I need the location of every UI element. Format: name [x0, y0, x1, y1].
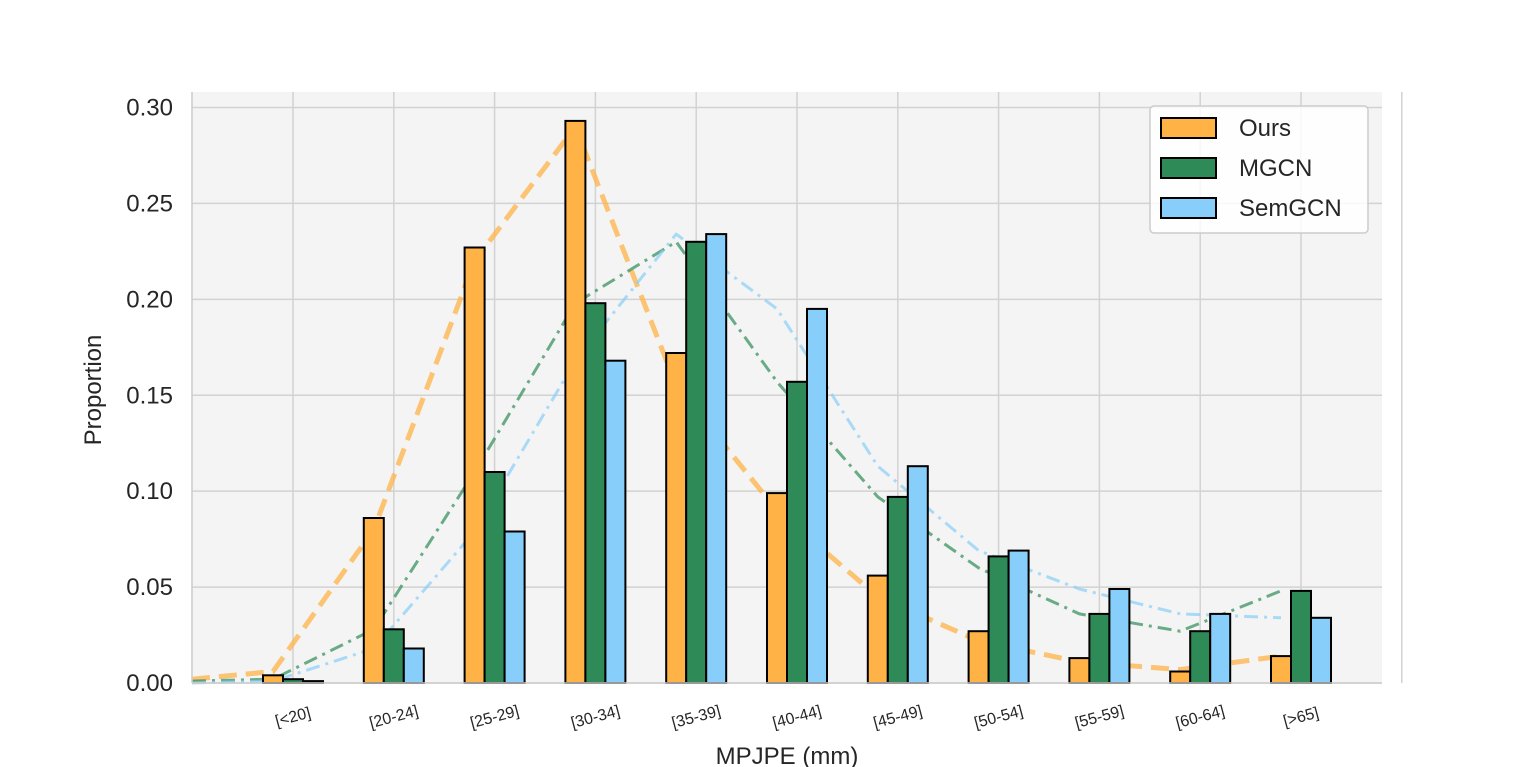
bar-mgcn-3	[584, 302, 607, 684]
y-tick-label: 0.25	[126, 190, 173, 217]
x-tick-label: [55-59]	[1073, 703, 1126, 732]
bar-semgcn-2	[503, 530, 526, 684]
bar-ours-9	[1169, 670, 1192, 684]
x-axis-label: MPJPE (mm)	[716, 743, 859, 767]
y-tick-label: 0.10	[126, 478, 173, 505]
x-tick-label: [30-34]	[569, 703, 622, 732]
bar-ours-7	[967, 630, 990, 685]
axes	[191, 92, 1382, 684]
legend-swatch-semgcn	[1160, 197, 1217, 219]
bar-semgcn-9	[1209, 612, 1232, 685]
y-tick-labels: 0.00 0.05 0.10 0.15 0.20 0.25 0.30	[126, 95, 173, 698]
legend: Ours MGCN SemGCN	[1149, 105, 1369, 234]
bar-ours-4	[665, 352, 688, 684]
bar-mgcn-6	[886, 495, 909, 684]
x-tick-label: [20-24]	[368, 703, 421, 732]
bar-mgcn-7	[987, 555, 1010, 685]
bar-mgcn-8	[1088, 612, 1111, 685]
bars	[262, 119, 1332, 685]
bar-ours-6	[866, 574, 889, 684]
bar-semgcn-1	[402, 647, 425, 684]
bar-ours-3	[564, 119, 587, 684]
bar-semgcn-8	[1108, 588, 1131, 684]
y-tick-label: 0.15	[126, 382, 173, 409]
x-tick-label: [50-54]	[972, 703, 1025, 732]
y-tick-label: 0.05	[126, 574, 173, 601]
x-tick-label: [>65]	[1282, 705, 1321, 731]
legend-label-mgcn: MGCN	[1239, 155, 1312, 182]
y-axis-label: Proportion	[80, 335, 107, 446]
bar-semgcn-5	[806, 307, 828, 684]
x-tick-label: [<20]	[274, 705, 313, 731]
bar-mgcn-9	[1189, 630, 1212, 685]
legend-swatch-ours	[1160, 117, 1217, 139]
x-tick-label: [25-29]	[468, 703, 521, 732]
bar-mgcn-5	[786, 380, 808, 684]
bar-semgcn-6	[906, 465, 929, 685]
bar-ours-1	[362, 517, 385, 684]
bar-mgcn-4	[685, 240, 708, 685]
x-tick-label: [40-44]	[771, 703, 824, 732]
bar-ours-10	[1270, 655, 1292, 684]
trend-line-mgcn	[191, 240, 1282, 683]
legend-swatch-mgcn	[1160, 157, 1217, 179]
x-tick-labels: [<20] [20-24] [25-29] [30-34] [35-39] [40-44]…	[274, 703, 1321, 732]
bar-semgcn-7	[1007, 549, 1030, 684]
y-tick-label: 0.20	[126, 286, 173, 313]
x-tick-label: [35-39]	[670, 703, 723, 732]
bar-semgcn-10	[1310, 616, 1332, 684]
bar-ours-0	[262, 674, 284, 684]
bar-ours-8	[1068, 657, 1091, 684]
y-tick-label: 0.00	[126, 670, 173, 697]
bar-semgcn-4	[705, 233, 728, 684]
x-tick-label: [60-64]	[1174, 703, 1227, 732]
bar-semgcn-3	[604, 359, 627, 684]
bar-ours-2	[463, 246, 486, 684]
bar-mgcn-1	[382, 628, 405, 684]
bar-mgcn-2	[483, 471, 506, 684]
x-tick-label: [45-49]	[872, 703, 925, 732]
y-tick-label: 0.30	[126, 95, 173, 122]
legend-label-ours: Ours	[1239, 115, 1291, 142]
bar-ours-5	[766, 492, 788, 684]
bar-mgcn-10	[1290, 589, 1312, 685]
legend-label-semgcn: SemGCN	[1239, 195, 1342, 222]
